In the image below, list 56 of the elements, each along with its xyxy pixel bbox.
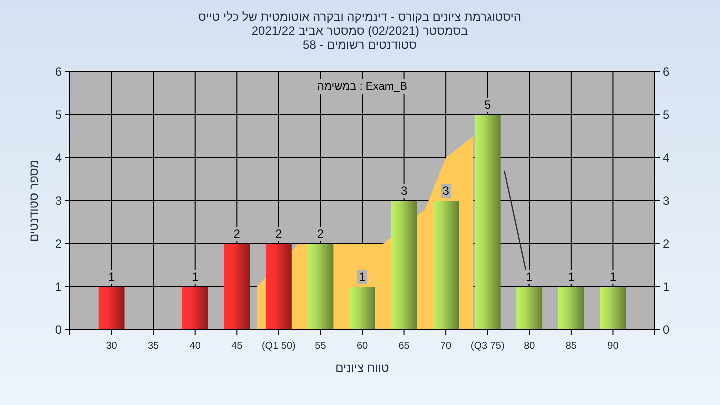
data-label: 1 (568, 270, 576, 284)
x-tick-label: 40 (190, 341, 202, 352)
x-tick-label: 55 (315, 341, 327, 352)
annotation: במשימה : Exam_B (318, 81, 408, 93)
x-tick-label: (Q1 50) (262, 341, 296, 352)
y-tick-label: 2 (55, 237, 62, 252)
chart-title: היסטוגרמת ציונים בקורס - דינמיקה ובקרה אוטומטית של כלי טייס (198, 10, 522, 24)
chart-subtitle: בסמסטר (02/2021) סמסטר אביב 2021/22 סטודנטים רשומים - 58 (252, 24, 468, 52)
data-label: 2 (276, 227, 283, 241)
y-tick-label: 3 (55, 194, 62, 208)
x-tick-label: 70 (440, 341, 452, 352)
data-label: 2 (234, 227, 241, 241)
data-label: 1 (108, 270, 116, 284)
bar (391, 201, 418, 330)
bar (308, 244, 334, 330)
x-tick-label: 90 (608, 341, 620, 352)
data-label: 1 (610, 270, 617, 284)
bar (98, 287, 125, 330)
x-tick-label: 30 (106, 341, 118, 352)
y2-tick-label: 3 (663, 194, 670, 208)
y2-tick-label: 2 (663, 237, 670, 252)
bar (474, 115, 501, 330)
bar (600, 287, 626, 330)
x-tick-label: 60 (356, 341, 368, 352)
x-tick-label: 80 (524, 341, 536, 352)
data-label: 1 (359, 270, 366, 284)
bar (224, 244, 250, 330)
y2-tick-label: 5 (663, 108, 670, 122)
y-tick-label: 6 (55, 65, 62, 80)
data-label: 2 (317, 227, 324, 241)
y-tick-label: 0 (55, 323, 62, 338)
y2-tick-label: 1 (663, 280, 670, 294)
x-tick-label: 35 (148, 341, 160, 352)
data-label: 5 (484, 98, 492, 112)
y2-tick-label: 6 (663, 65, 670, 80)
y-tick-label: 4 (55, 151, 62, 166)
bar (516, 287, 543, 330)
data-label: 3 (442, 184, 450, 198)
data-label: 1 (526, 270, 534, 284)
x-tick-label: (Q3 75) (470, 341, 505, 352)
data-label: 1 (192, 270, 200, 284)
bar (433, 201, 460, 330)
bar (350, 287, 376, 330)
x-tick-label: 45 (232, 341, 244, 352)
y2-tick-label: 0 (663, 323, 670, 338)
bar (182, 287, 208, 330)
bar (558, 287, 584, 330)
y2-tick-label: 4 (663, 151, 670, 166)
y-tick-label: 5 (55, 108, 62, 122)
data-label: 3 (400, 184, 408, 198)
x-tick-label: 65 (398, 341, 410, 352)
x-axis-title: טווח ציונים (336, 361, 390, 375)
bar (266, 244, 292, 330)
y-tick-label: 1 (55, 280, 62, 294)
y-axis-title: מספר סטודנטים (27, 160, 41, 242)
x-tick-label: 85 (566, 341, 578, 352)
